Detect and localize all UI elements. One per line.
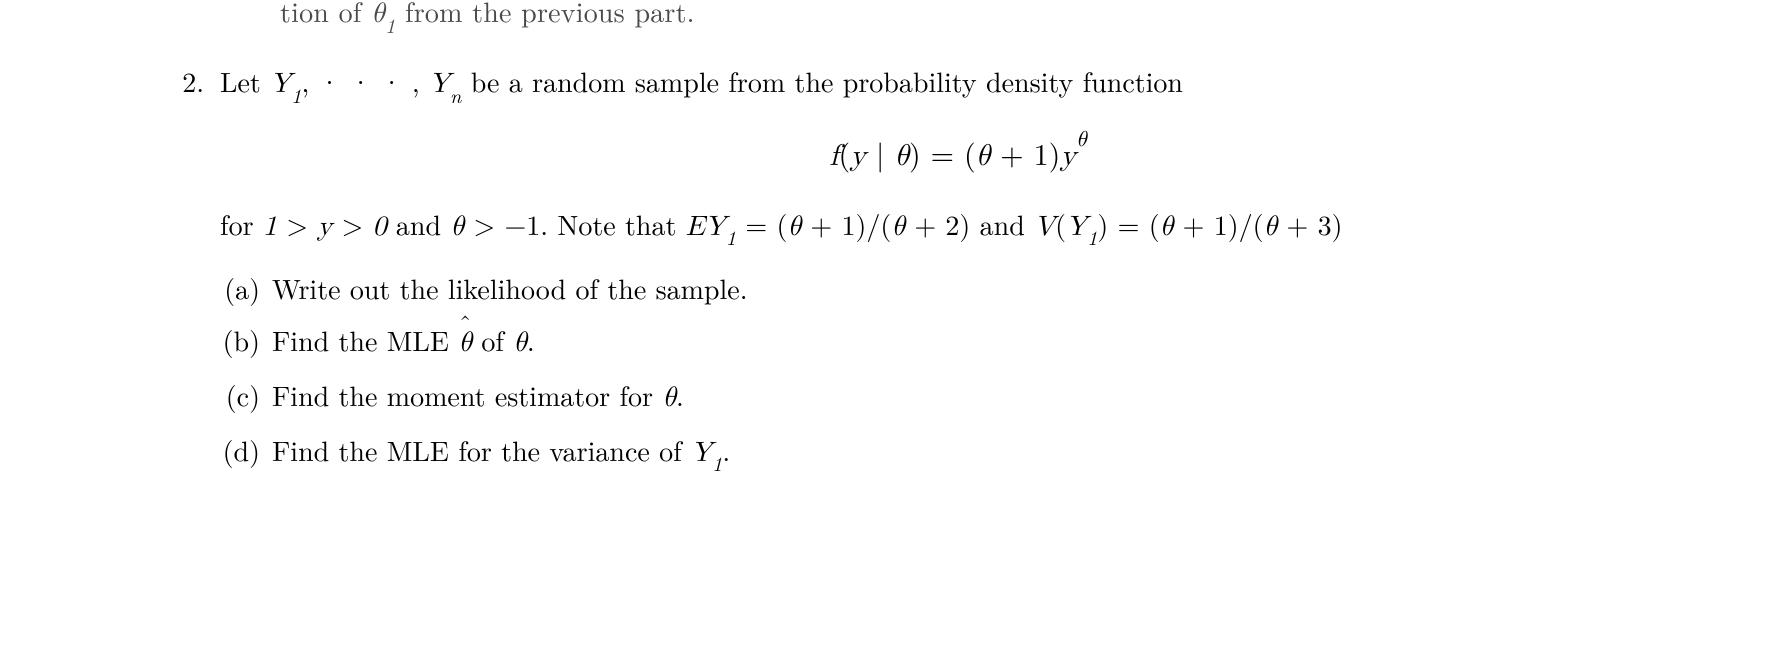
note-p2a: + 2) [905, 204, 970, 244]
part-d-text: Find the MLE for the variance of Y1. [272, 429, 1696, 475]
note-theta1b: θ [1160, 213, 1174, 241]
note-eq1a: = ( [736, 204, 787, 244]
part-c-post: . [676, 375, 684, 415]
problem-number: 2. [160, 60, 220, 102]
note-and2: and [970, 204, 1034, 244]
intro-Y1-sub: 1 [291, 80, 301, 109]
note-EY-sub: 1 [726, 222, 736, 251]
hat-accent: ˆ [459, 307, 472, 345]
subparts: (a) Write out the likelihood of the samp… [216, 267, 1696, 475]
part-a: (a) Write out the likelihood of the samp… [216, 267, 1696, 309]
part-c-label: (c) [216, 374, 272, 416]
note-theta2b: θ [1264, 213, 1278, 241]
eq-ropen: ( [964, 131, 976, 174]
eq-theta: θ [894, 141, 909, 171]
eq-rtheta: θ [976, 141, 991, 171]
eq-f: f [829, 141, 838, 171]
part-d: (d) Find the MLE for the variance of Y1. [216, 429, 1696, 475]
note-range-y: y [317, 213, 332, 241]
note-range-gt1: > [277, 204, 317, 244]
part-d-post: . [722, 430, 730, 470]
problem-intro: Let Y1, · · · , Yn be a random sample fr… [220, 60, 1696, 106]
part-c: (c) Find the moment estimator for θ. [216, 374, 1696, 419]
note-and1: and [387, 204, 451, 244]
topcut-theta-sub: 1 [385, 10, 396, 39]
intro-Yn-sub: n [450, 80, 461, 109]
note-theta2a: θ [891, 213, 905, 241]
note-p1a: + 1)/( [801, 204, 891, 244]
part-c-theta: θ [662, 384, 676, 412]
problem-note: for 1 > y > 0 and θ > −1. Note that EY1 … [220, 203, 1696, 249]
problem-row: 2. Let Y1, · · · , Yn be a random sample… [160, 60, 1696, 484]
note-VY-sub: 1 [1087, 222, 1097, 251]
part-d-pre: Find the MLE for the variance of [272, 430, 691, 470]
part-a-label: (a) [216, 267, 272, 309]
part-b-post: . [527, 320, 535, 360]
intro-Y1: Y [270, 70, 291, 98]
eq-y: y [850, 141, 866, 171]
problem-2: 2. Let Y1, · · · , Yn be a random sample… [160, 60, 1696, 484]
note-E: E [686, 213, 705, 241]
note-EY: Y [705, 213, 726, 241]
eq-bar: | [866, 131, 894, 174]
eq-ry: y [1060, 141, 1076, 171]
note-notethat: Note that [557, 204, 685, 244]
note-p1b: + 1)/( [1173, 204, 1263, 244]
note-Vclose: ) [1097, 204, 1108, 244]
cropped-previous-line: tion of θ1 from the previous part. [280, 0, 695, 36]
note-V: V [1034, 213, 1055, 241]
part-b-label: (b) [216, 319, 272, 361]
part-b-theta: θ [513, 329, 527, 357]
note-period: . [540, 204, 557, 244]
intro-rest: be a random sample from the probability … [461, 61, 1183, 101]
note-VY: Y [1066, 213, 1087, 241]
part-d-Y-sub: 1 [712, 448, 722, 477]
intro-Yn: Y [429, 70, 450, 98]
eq-exp: θ [1076, 130, 1087, 151]
note-Vopen: ( [1055, 204, 1066, 244]
part-c-text: Find the moment estimator for θ. [272, 374, 1696, 419]
part-b: (b) Find the MLE ˆθ of θ. [216, 319, 1696, 364]
part-c-pre: Find the moment estimator for [272, 375, 662, 415]
eq-open: ( [839, 131, 851, 174]
intro-lead: Let [220, 61, 270, 101]
part-b-mid: of [472, 320, 513, 360]
page: tion of θ1 from the previous part. 2. Le… [0, 0, 1786, 646]
intro-dots: , · · · , [301, 61, 429, 101]
problem-body: Let Y1, · · · , Yn be a random sample fr… [220, 60, 1696, 484]
part-b-pre: Find the MLE [272, 320, 458, 360]
note-range-gt2: > [332, 204, 372, 244]
part-d-label: (d) [216, 429, 272, 471]
topcut-suffix: from the previous part. [395, 0, 694, 31]
note-for: for [220, 204, 263, 244]
part-d-Y: Y [691, 439, 712, 467]
part-b-text: Find the MLE ˆθ of θ. [272, 319, 1696, 364]
note-range-1: 1 [263, 213, 277, 241]
topcut-prefix: tion of [280, 0, 371, 31]
note-range-0: 0 [373, 213, 387, 241]
topcut-theta: θ [371, 0, 385, 28]
eq-equals: = [921, 131, 964, 174]
note-eq2a: = ( [1108, 204, 1159, 244]
part-a-text: Write out the likelihood of the sample. [272, 267, 1696, 309]
note-theta1a: θ [787, 213, 801, 241]
note-p2b: + 3) [1277, 204, 1342, 244]
display-equation: f(y | θ) = (θ + 1)yθ [220, 130, 1696, 179]
eq-plus1: + 1) [990, 131, 1060, 174]
theta-hat: ˆθ [458, 322, 472, 364]
eq-close: ) [909, 131, 921, 174]
note-gt-neg1: > −1 [464, 204, 540, 244]
note-theta: θ [450, 213, 464, 241]
